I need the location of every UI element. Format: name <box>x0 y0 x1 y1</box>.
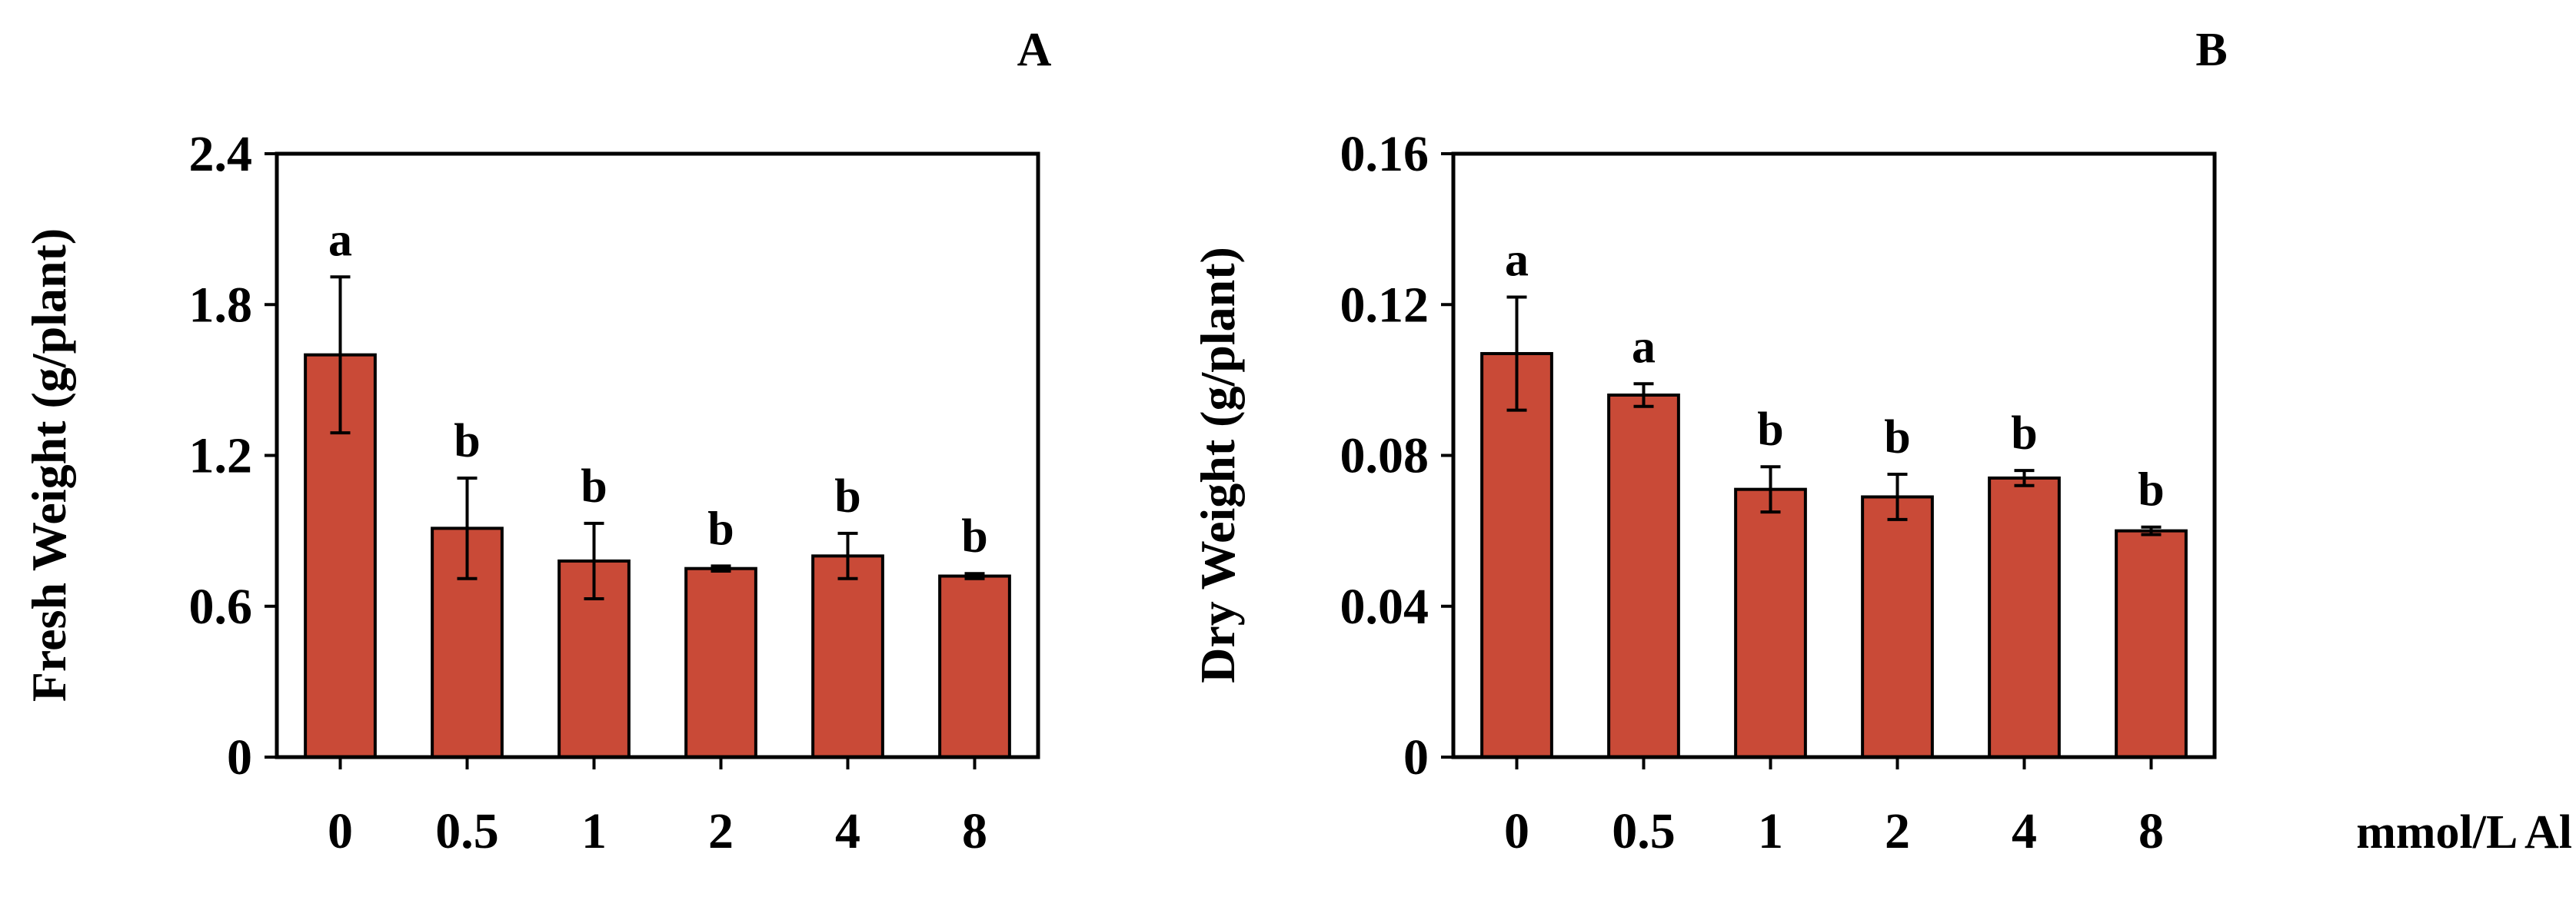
bar-a <box>684 566 757 759</box>
x-tick-label: 8 <box>2138 803 2164 859</box>
x-tick-label: 4 <box>835 803 860 859</box>
significance-label: b <box>454 415 480 467</box>
y-tick-label: 0 <box>227 729 252 786</box>
x-tick-label: 2 <box>708 803 734 859</box>
significance-label: a <box>1505 234 1529 286</box>
x-tick-label: 0 <box>1504 803 1529 859</box>
significance-label: b <box>707 503 734 555</box>
bar-b <box>1988 476 2061 759</box>
y-tick-label: 0.12 <box>1340 277 1429 333</box>
significance-label: b <box>581 460 607 513</box>
y-tick-label: 1.2 <box>189 428 253 484</box>
y-tick-label: 0.6 <box>189 579 253 635</box>
y-tick-label: 0 <box>1403 729 1429 786</box>
bar-a <box>811 554 884 759</box>
panel-label-b: B <box>2195 24 2227 76</box>
bar-b <box>1861 495 1934 759</box>
y-tick-label: 0.16 <box>1340 126 1429 182</box>
x-axis-unit-label: mmol/L Al <box>2356 806 2572 859</box>
plot-frame-b <box>1451 151 2217 759</box>
x-tick-label: 0 <box>328 803 353 859</box>
bar-b <box>1607 394 1680 759</box>
bar-a <box>938 574 1011 759</box>
significance-label: b <box>834 470 860 523</box>
bar-b <box>1734 487 1807 759</box>
x-tick-label: 0.5 <box>1612 803 1676 859</box>
bar-b <box>2115 529 2188 759</box>
significance-label: a <box>1632 321 1656 373</box>
significance-label: b <box>2011 407 2037 460</box>
chart-a: A Fresh Weight (g/plant) 0 0.6 1.2 1.8 2.4 a 0… <box>22 24 1052 859</box>
significance-label: b <box>2138 464 2164 517</box>
x-tick-label: 2 <box>1885 803 1910 859</box>
x-tick-label: 4 <box>2012 803 2037 859</box>
significance-label: a <box>328 214 352 266</box>
y-axis-title-a: Fresh Weight (g/plant) <box>22 228 76 702</box>
y-tick-label: 2.4 <box>189 126 253 182</box>
y-tick-label: 1.8 <box>189 277 253 333</box>
x-tick-label: 1 <box>581 803 607 859</box>
significance-label: b <box>1884 411 1910 463</box>
bar-b <box>1480 352 1553 759</box>
x-tick-label: 8 <box>962 803 987 859</box>
chart-b: B Dry Weight (g/plant) 0 0.04 0.08 0.12 0.16… <box>1190 24 2228 859</box>
significance-label: b <box>961 510 987 563</box>
plot-frame-a <box>275 151 1040 759</box>
panel-label-a: A <box>1017 24 1052 76</box>
y-tick-label: 0.04 <box>1340 579 1429 635</box>
y-axis-title-b: Dry Weight (g/plant) <box>1190 247 1245 683</box>
x-tick-label: 0.5 <box>435 803 499 859</box>
y-tick-label: 0.08 <box>1340 428 1429 484</box>
significance-label: b <box>1757 404 1783 456</box>
x-tick-label: 1 <box>1758 803 1783 859</box>
